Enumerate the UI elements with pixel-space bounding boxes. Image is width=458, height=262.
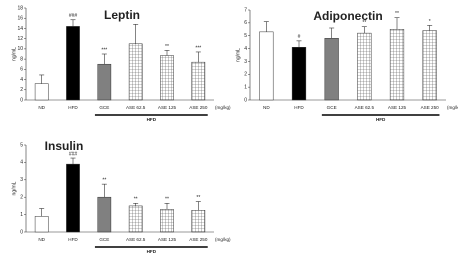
x-tick-label: ASE 250 bbox=[189, 105, 208, 110]
bar bbox=[422, 30, 437, 101]
y-tick-label: 1 bbox=[20, 212, 23, 218]
significance-label: ** bbox=[395, 11, 399, 17]
significance-label: * bbox=[429, 19, 431, 25]
y-tick-label: 18 bbox=[17, 5, 23, 11]
x-tick-label: ND bbox=[263, 105, 270, 110]
x-tick-label: ASE 250 bbox=[189, 237, 208, 242]
bar bbox=[97, 63, 112, 101]
y-tick-label: 12 bbox=[17, 36, 23, 42]
significance-label: *** bbox=[195, 45, 201, 51]
chart-title: Adiponectin bbox=[313, 9, 382, 23]
group-label: HFD bbox=[147, 249, 157, 254]
x-tick-label: ND bbox=[38, 237, 45, 242]
bar bbox=[66, 163, 80, 233]
bar bbox=[324, 38, 339, 101]
bar bbox=[259, 31, 274, 101]
unit-label: (mg/kg) bbox=[215, 105, 231, 110]
bar bbox=[66, 26, 80, 101]
significance-label: ### bbox=[69, 13, 78, 19]
bar bbox=[389, 29, 405, 101]
bar bbox=[97, 196, 112, 233]
y-tick-label: 0 bbox=[20, 97, 23, 103]
y-tick-label: 4 bbox=[244, 46, 247, 52]
significance-label: ** bbox=[165, 197, 169, 203]
bar bbox=[357, 32, 372, 101]
y-tick-label: 6 bbox=[244, 20, 247, 26]
y-tick-label: 1 bbox=[244, 84, 247, 90]
x-tick-label: HFD bbox=[68, 105, 78, 110]
unit-label: (mg/kg) bbox=[215, 237, 231, 242]
x-tick-label: ASE 62.5 bbox=[126, 237, 146, 242]
group-label: HFD bbox=[376, 117, 386, 122]
y-tick-label: 10 bbox=[17, 46, 23, 52]
y-tick-label: 5 bbox=[20, 142, 23, 148]
x-tick-label: GCE bbox=[99, 105, 109, 110]
significance-label: ** bbox=[102, 177, 106, 183]
bar bbox=[191, 61, 206, 101]
y-tick-label: 16 bbox=[17, 16, 23, 22]
y-tick-label: 3 bbox=[20, 177, 23, 183]
x-tick-label: ASE 62.5 bbox=[355, 105, 375, 110]
bar bbox=[191, 210, 206, 233]
unit-label: (mg/kg) bbox=[447, 105, 458, 110]
y-tick-label: 0 bbox=[20, 229, 23, 235]
x-tick-label: ASE 125 bbox=[158, 237, 177, 242]
x-tick-label: ASE 125 bbox=[158, 105, 177, 110]
y-tick-label: 0 bbox=[244, 97, 247, 103]
y-tick-label: 3 bbox=[244, 59, 247, 65]
significance-label: *** bbox=[101, 47, 107, 53]
x-tick-label: ASE 125 bbox=[388, 105, 407, 110]
bar bbox=[34, 83, 49, 101]
bar bbox=[128, 205, 143, 233]
x-tick-label: ASE 250 bbox=[421, 105, 440, 110]
significance-label: # bbox=[298, 34, 301, 40]
y-tick-label: 2 bbox=[20, 87, 23, 93]
significance-label: ** bbox=[196, 195, 200, 201]
y-tick-label: 7 bbox=[244, 7, 247, 13]
x-tick-label: HFD bbox=[68, 237, 78, 242]
y-axis-label: ng/mL bbox=[235, 48, 241, 62]
significance-label: ** bbox=[134, 197, 138, 203]
y-axis-label: ng/mL bbox=[11, 47, 17, 61]
y-tick-label: 4 bbox=[20, 160, 23, 166]
y-tick-label: 6 bbox=[20, 67, 23, 73]
chart-title: Leptin bbox=[104, 8, 140, 22]
group-label: HFD bbox=[147, 117, 157, 122]
bar bbox=[160, 209, 174, 233]
y-tick-label: 2 bbox=[244, 72, 247, 78]
significance-label: ** bbox=[362, 20, 366, 26]
significance-label: ### bbox=[69, 151, 78, 157]
y-tick-label: 4 bbox=[20, 77, 23, 83]
x-tick-label: GCE bbox=[327, 105, 337, 110]
y-axis-label: ng/mL bbox=[11, 181, 17, 195]
bar bbox=[128, 43, 143, 101]
bar bbox=[34, 216, 49, 233]
y-tick-label: 2 bbox=[20, 195, 23, 201]
y-tick-label: 14 bbox=[17, 26, 23, 32]
bar bbox=[160, 55, 174, 101]
chart-title: Insulin bbox=[45, 139, 84, 153]
significance-label: ** bbox=[165, 44, 169, 50]
bar bbox=[291, 47, 307, 101]
y-tick-label: 8 bbox=[20, 56, 23, 62]
x-tick-label: HFD bbox=[294, 105, 304, 110]
x-tick-label: GCE bbox=[99, 237, 109, 242]
y-tick-label: 5 bbox=[244, 33, 247, 39]
x-tick-label: ASE 62.5 bbox=[126, 105, 146, 110]
x-tick-label: ND bbox=[38, 105, 45, 110]
